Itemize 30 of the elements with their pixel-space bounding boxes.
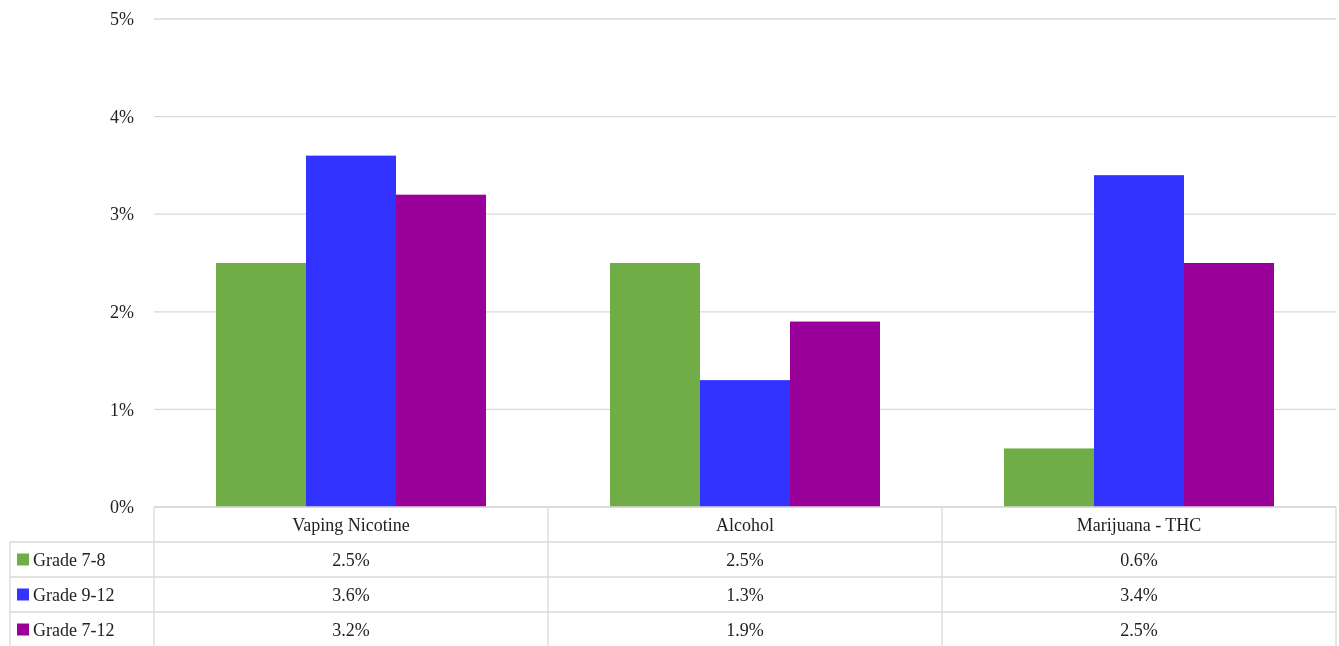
y-tick-label: 3% — [110, 204, 134, 225]
data-label: 3.2% — [332, 619, 370, 640]
legend-label: Grade 9-12 — [33, 584, 115, 605]
bar — [1184, 263, 1274, 507]
bar — [306, 155, 396, 507]
bar — [396, 194, 486, 507]
bar — [216, 263, 306, 507]
bar — [610, 263, 700, 507]
x-tick-label: Marijuana - THC — [1076, 514, 1202, 535]
data-label: 1.3% — [726, 584, 764, 605]
y-tick-label: 1% — [110, 399, 134, 420]
data-label: 2.5% — [1120, 619, 1158, 640]
data-label: 3.6% — [332, 584, 370, 605]
bar — [1094, 175, 1184, 507]
data-label: 2.5% — [726, 549, 764, 570]
bar — [700, 380, 790, 507]
x-tick-label: Alcohol — [716, 514, 774, 535]
x-tick-label: Vaping Nicotine — [292, 514, 410, 535]
data-label: 2.5% — [332, 549, 370, 570]
y-tick-label: 4% — [110, 106, 134, 127]
y-tick-label: 0% — [110, 497, 134, 518]
data-label: 3.4% — [1120, 584, 1158, 605]
y-tick-label: 2% — [110, 302, 134, 323]
data-label: 0.6% — [1120, 549, 1158, 570]
y-tick-label: 5% — [110, 9, 134, 30]
bar — [790, 321, 880, 507]
data-label: 1.9% — [726, 619, 764, 640]
legend-label: Grade 7-12 — [33, 619, 115, 640]
legend-label: Grade 7-8 — [33, 549, 106, 570]
bar — [1004, 448, 1094, 507]
